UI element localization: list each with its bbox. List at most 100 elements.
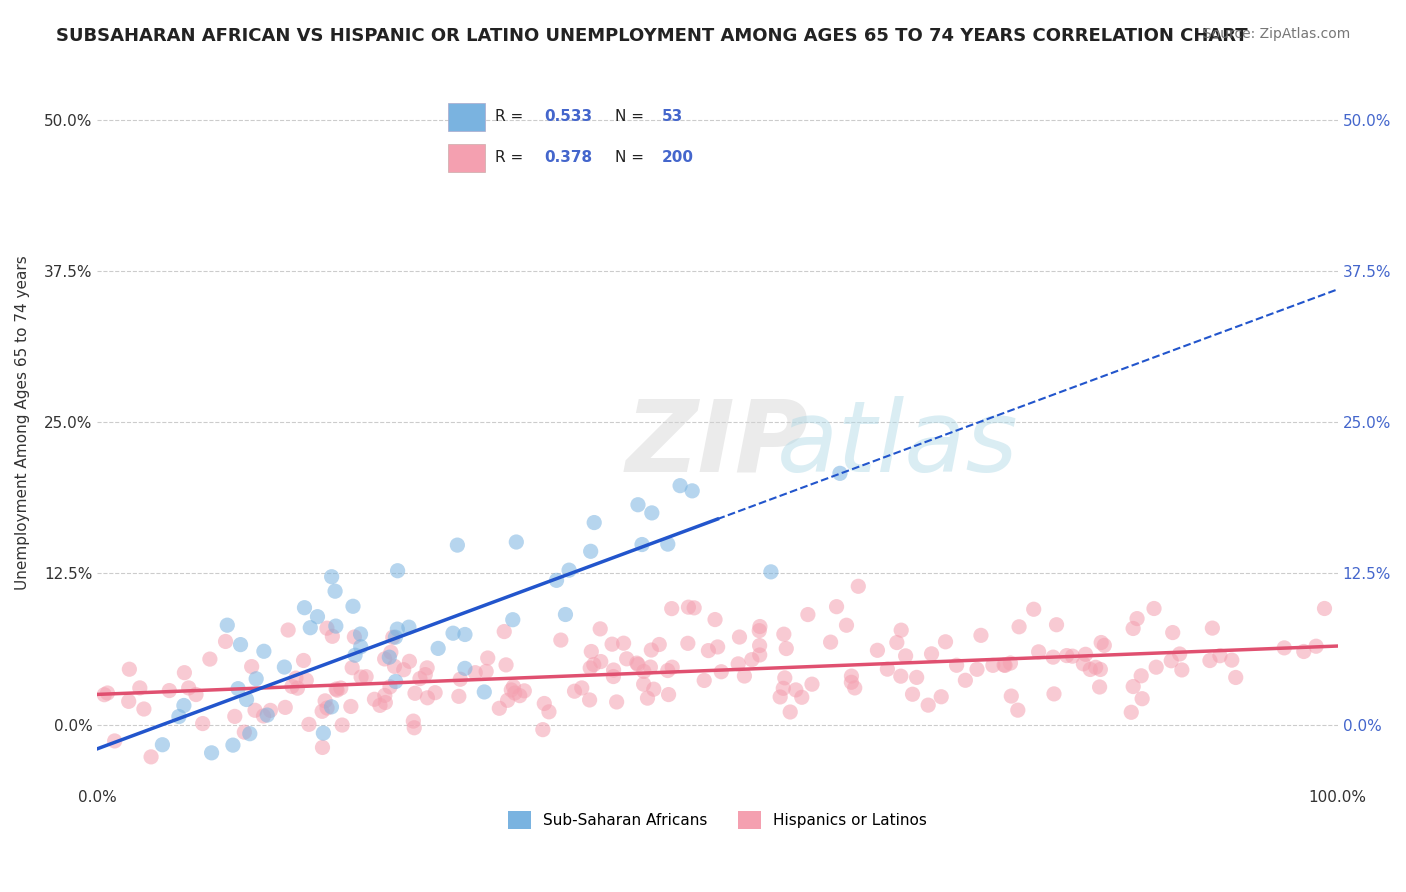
Hispanics or Latinos	[1225, 670, 1247, 684]
Hispanics or Latinos	[841, 675, 863, 690]
Sub-Saharan Africans	[307, 609, 329, 624]
Sub-Saharan Africans	[321, 699, 343, 714]
Hispanics or Latinos	[1090, 662, 1112, 676]
Hispanics or Latinos	[727, 657, 749, 671]
Hispanics or Latinos	[1122, 622, 1144, 636]
Hispanics or Latinos	[329, 681, 352, 695]
Hispanics or Latinos	[579, 661, 602, 675]
Sub-Saharan Africans	[387, 622, 409, 636]
Hispanics or Latinos	[658, 688, 681, 702]
Text: N =: N =	[616, 151, 650, 165]
Hispanics or Latinos	[905, 670, 928, 684]
Hispanics or Latinos	[1007, 703, 1029, 717]
Hispanics or Latinos	[1130, 669, 1153, 683]
Hispanics or Latinos	[292, 653, 315, 667]
Legend: Sub-Saharan Africans, Hispanics or Latinos: Sub-Saharan Africans, Hispanics or Latin…	[502, 805, 934, 836]
Hispanics or Latinos	[564, 684, 586, 698]
Hispanics or Latinos	[890, 623, 912, 637]
Hispanics or Latinos	[993, 658, 1015, 673]
Hispanics or Latinos	[191, 716, 214, 731]
Hispanics or Latinos	[929, 690, 952, 704]
Hispanics or Latinos	[683, 600, 706, 615]
Hispanics or Latinos	[416, 690, 439, 705]
Hispanics or Latinos	[994, 658, 1017, 673]
Hispanics or Latinos	[413, 667, 436, 681]
Hispanics or Latinos	[748, 619, 770, 633]
Hispanics or Latinos	[330, 718, 353, 732]
Text: N =: N =	[616, 110, 650, 124]
Hispanics or Latinos	[363, 692, 385, 706]
Sub-Saharan Africans	[579, 544, 602, 558]
Text: ZIP: ZIP	[626, 396, 808, 492]
Hispanics or Latinos	[1220, 653, 1243, 667]
Hispanics or Latinos	[797, 607, 820, 622]
Hispanics or Latinos	[772, 627, 794, 641]
Hispanics or Latinos	[1168, 647, 1191, 661]
Hispanics or Latinos	[602, 663, 624, 677]
Hispanics or Latinos	[384, 659, 406, 673]
Hispanics or Latinos	[844, 681, 866, 695]
Sub-Saharan Africans	[217, 618, 239, 632]
Text: 0.533: 0.533	[544, 110, 592, 124]
Hispanics or Latinos	[132, 702, 155, 716]
Hispanics or Latinos	[537, 705, 560, 719]
Hispanics or Latinos	[710, 665, 733, 679]
Hispanics or Latinos	[350, 670, 373, 684]
Hispanics or Latinos	[970, 628, 993, 642]
Hispanics or Latinos	[277, 623, 299, 637]
Hispanics or Latinos	[640, 660, 662, 674]
Hispanics or Latinos	[613, 636, 636, 650]
Sub-Saharan Africans	[472, 685, 495, 699]
Hispanics or Latinos	[96, 686, 118, 700]
Sub-Saharan Africans	[554, 607, 576, 622]
Sub-Saharan Africans	[344, 648, 367, 663]
Hispanics or Latinos	[1144, 660, 1167, 674]
Text: atlas: atlas	[776, 396, 1018, 492]
Hispanics or Latinos	[93, 688, 115, 702]
Hispanics or Latinos	[785, 682, 807, 697]
Hispanics or Latinos	[1043, 687, 1066, 701]
Sub-Saharan Africans	[273, 660, 295, 674]
Hispanics or Latinos	[901, 687, 924, 701]
Hispanics or Latinos	[464, 665, 486, 680]
Hispanics or Latinos	[354, 670, 377, 684]
Hispanics or Latinos	[589, 622, 612, 636]
Hispanics or Latinos	[139, 750, 162, 764]
Hispanics or Latinos	[281, 680, 304, 694]
Hispanics or Latinos	[380, 645, 402, 659]
Hispanics or Latinos	[637, 691, 659, 706]
Hispanics or Latinos	[1121, 706, 1143, 720]
Hispanics or Latinos	[693, 673, 716, 688]
Hispanics or Latinos	[886, 635, 908, 649]
Sub-Saharan Africans	[505, 535, 527, 549]
Hispanics or Latinos	[494, 624, 516, 639]
Sub-Saharan Africans	[253, 644, 276, 658]
Hispanics or Latinos	[533, 697, 555, 711]
Hispanics or Latinos	[326, 683, 349, 698]
Hispanics or Latinos	[157, 683, 180, 698]
Sub-Saharan Africans	[235, 692, 257, 706]
Hispanics or Latinos	[378, 680, 401, 694]
Hispanics or Latinos	[1022, 602, 1045, 616]
Hispanics or Latinos	[1056, 648, 1078, 663]
Hispanics or Latinos	[503, 686, 526, 700]
Hispanics or Latinos	[316, 621, 339, 635]
Hispanics or Latinos	[374, 689, 396, 703]
Hispanics or Latinos	[571, 681, 593, 695]
Hispanics or Latinos	[214, 634, 236, 648]
Hispanics or Latinos	[198, 652, 221, 666]
Hispanics or Latinos	[1209, 648, 1232, 663]
Hispanics or Latinos	[311, 704, 333, 718]
Hispanics or Latinos	[801, 677, 824, 691]
Hispanics or Latinos	[224, 709, 246, 723]
Hispanics or Latinos	[118, 694, 141, 708]
Hispanics or Latinos	[243, 703, 266, 717]
Hispanics or Latinos	[894, 648, 917, 663]
Hispanics or Latinos	[820, 635, 842, 649]
Hispanics or Latinos	[643, 682, 665, 697]
Sub-Saharan Africans	[378, 650, 401, 665]
Hispanics or Latinos	[917, 698, 939, 713]
Hispanics or Latinos	[1292, 644, 1315, 658]
Hispanics or Latinos	[287, 681, 309, 695]
Hispanics or Latinos	[1028, 645, 1050, 659]
